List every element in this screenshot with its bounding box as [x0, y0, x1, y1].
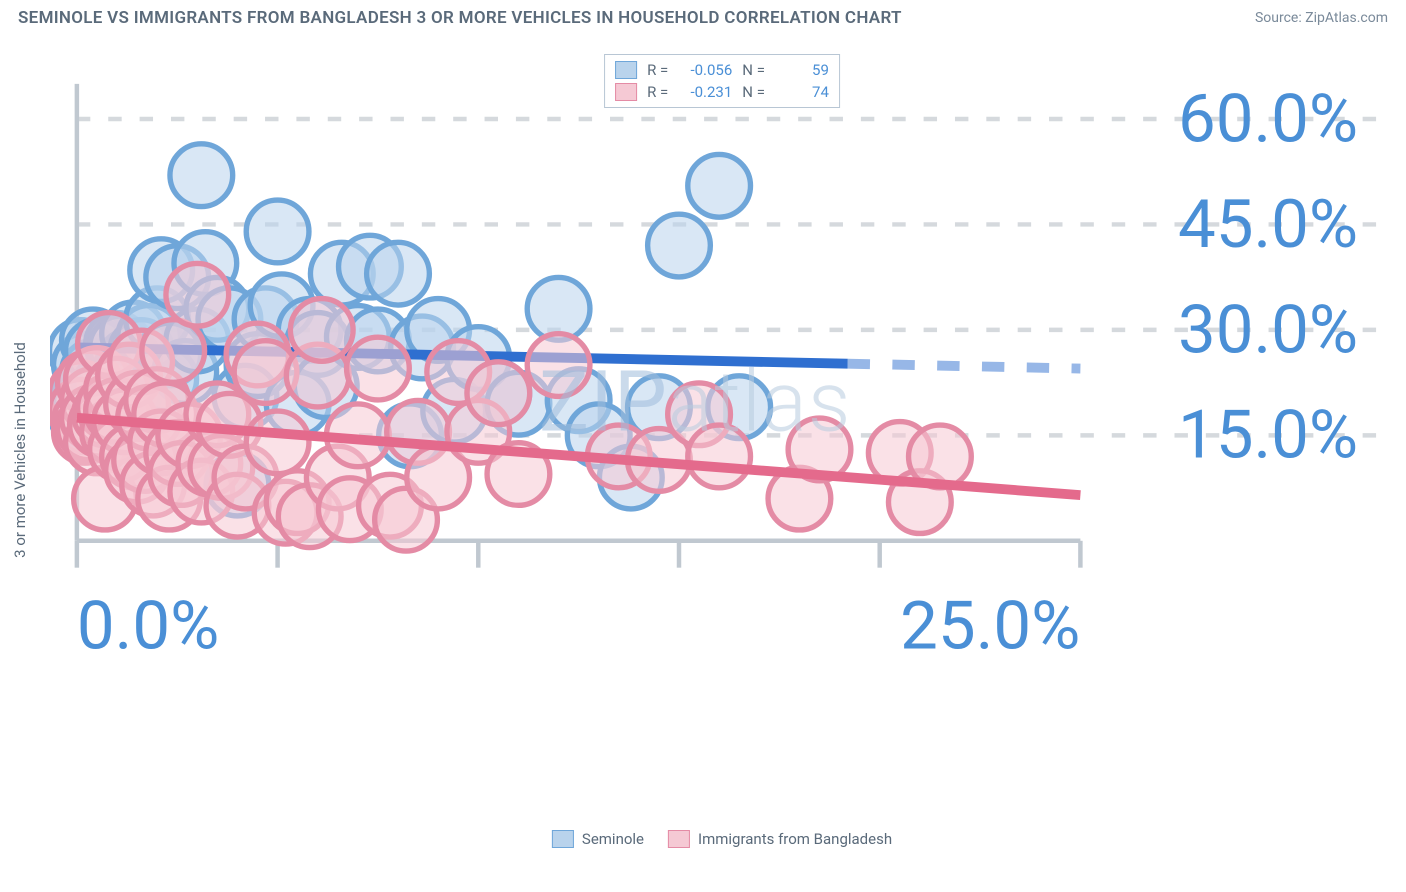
legend-swatch	[552, 830, 574, 848]
legend-series: Seminole Immigrants from Bangladesh	[552, 830, 892, 848]
chart-header: SEMINOLE VS IMMIGRANTS FROM BANGLADESH 3…	[0, 0, 1406, 32]
svg-text:0.0%: 0.0%	[77, 587, 219, 665]
svg-text:25.0%: 25.0%	[900, 587, 1080, 665]
svg-text:15.0%: 15.0%	[1178, 397, 1358, 475]
svg-text:45.0%: 45.0%	[1178, 186, 1358, 264]
legend-label: Immigrants from Bangladesh	[698, 830, 892, 848]
r-label: R =	[647, 61, 668, 79]
svg-text:30.0%: 30.0%	[1178, 291, 1358, 369]
r-value: -0.056	[678, 61, 732, 79]
legend-stats: R = -0.056 N = 59 R = -0.231 N = 74	[604, 54, 840, 108]
y-axis-label: 3 or more Vehicles in Household	[11, 342, 29, 558]
r-value: -0.231	[678, 83, 732, 101]
legend-label: Seminole	[582, 830, 644, 848]
r-label: R =	[647, 83, 668, 101]
chart-area: 3 or more Vehicles in Household 0.0%25.0…	[50, 48, 1394, 852]
legend-stat-row: R = -0.231 N = 74	[615, 81, 829, 103]
n-value: 74	[775, 83, 829, 101]
n-label: N =	[742, 83, 765, 101]
legend-item: Immigrants from Bangladesh	[668, 830, 892, 848]
legend-swatch	[668, 830, 690, 848]
legend-swatch	[615, 61, 637, 79]
scatter-plot: 0.0% 25.0% 15.0% 30.0% 45.0% 60.0%	[50, 48, 1394, 720]
chart-source: Source: ZipAtlas.com	[1255, 10, 1388, 26]
n-label: N =	[742, 61, 765, 79]
legend-item: Seminole	[552, 830, 644, 848]
n-value: 59	[775, 61, 829, 79]
legend-swatch	[615, 83, 637, 101]
svg-text:60.0%: 60.0%	[1178, 80, 1358, 158]
chart-title: SEMINOLE VS IMMIGRANTS FROM BANGLADESH 3…	[18, 8, 902, 28]
legend-stat-row: R = -0.056 N = 59	[615, 59, 829, 81]
